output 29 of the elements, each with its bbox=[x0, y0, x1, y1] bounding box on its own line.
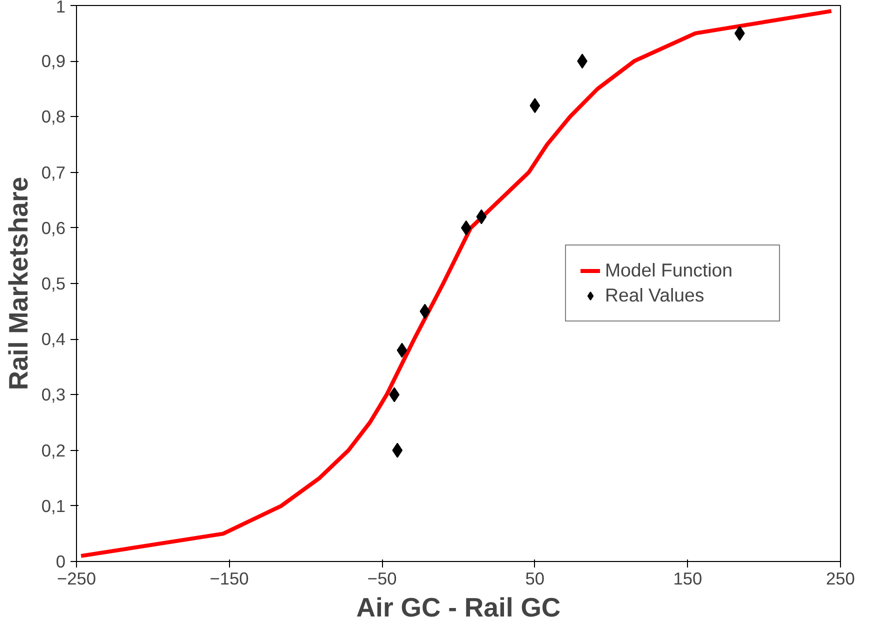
point bbox=[392, 442, 403, 458]
y-tick-label: 0,6 bbox=[41, 218, 66, 238]
point bbox=[460, 220, 472, 236]
y-tick-label: 0,5 bbox=[41, 274, 66, 294]
y-tick-label: 0,8 bbox=[41, 106, 66, 127]
y-tick-label: 0,9 bbox=[41, 51, 66, 72]
y-tick-label: 0,4 bbox=[41, 329, 66, 350]
point bbox=[396, 342, 408, 358]
x-tick-label: −50 bbox=[367, 568, 397, 588]
y-tick-label: 0,1 bbox=[41, 496, 66, 516]
x-tick-label: 150 bbox=[673, 568, 702, 588]
x-tick-label: −150 bbox=[210, 568, 249, 588]
y-tick-label: 0,7 bbox=[41, 162, 66, 182]
legend-label: Model Function bbox=[605, 260, 734, 282]
x-tick-label: 250 bbox=[826, 568, 855, 588]
y-axis-title: Rail Marketshare bbox=[3, 176, 34, 390]
x-axis-title: Air GC - Rail GC bbox=[356, 592, 561, 622]
point bbox=[530, 98, 540, 114]
point bbox=[476, 209, 487, 224]
y-tick-label: 0,2 bbox=[41, 440, 66, 460]
point bbox=[734, 26, 745, 41]
legend-label: Real Values bbox=[605, 284, 706, 306]
y-tick-label: 0,3 bbox=[41, 384, 66, 405]
line-series bbox=[79, 9, 834, 558]
point bbox=[420, 304, 430, 319]
x-tick-label: 50 bbox=[525, 568, 545, 588]
y-tick-label: 0 bbox=[56, 552, 66, 572]
y-tick-label: 1 bbox=[56, 0, 66, 16]
x-tick-label: −250 bbox=[56, 568, 96, 588]
